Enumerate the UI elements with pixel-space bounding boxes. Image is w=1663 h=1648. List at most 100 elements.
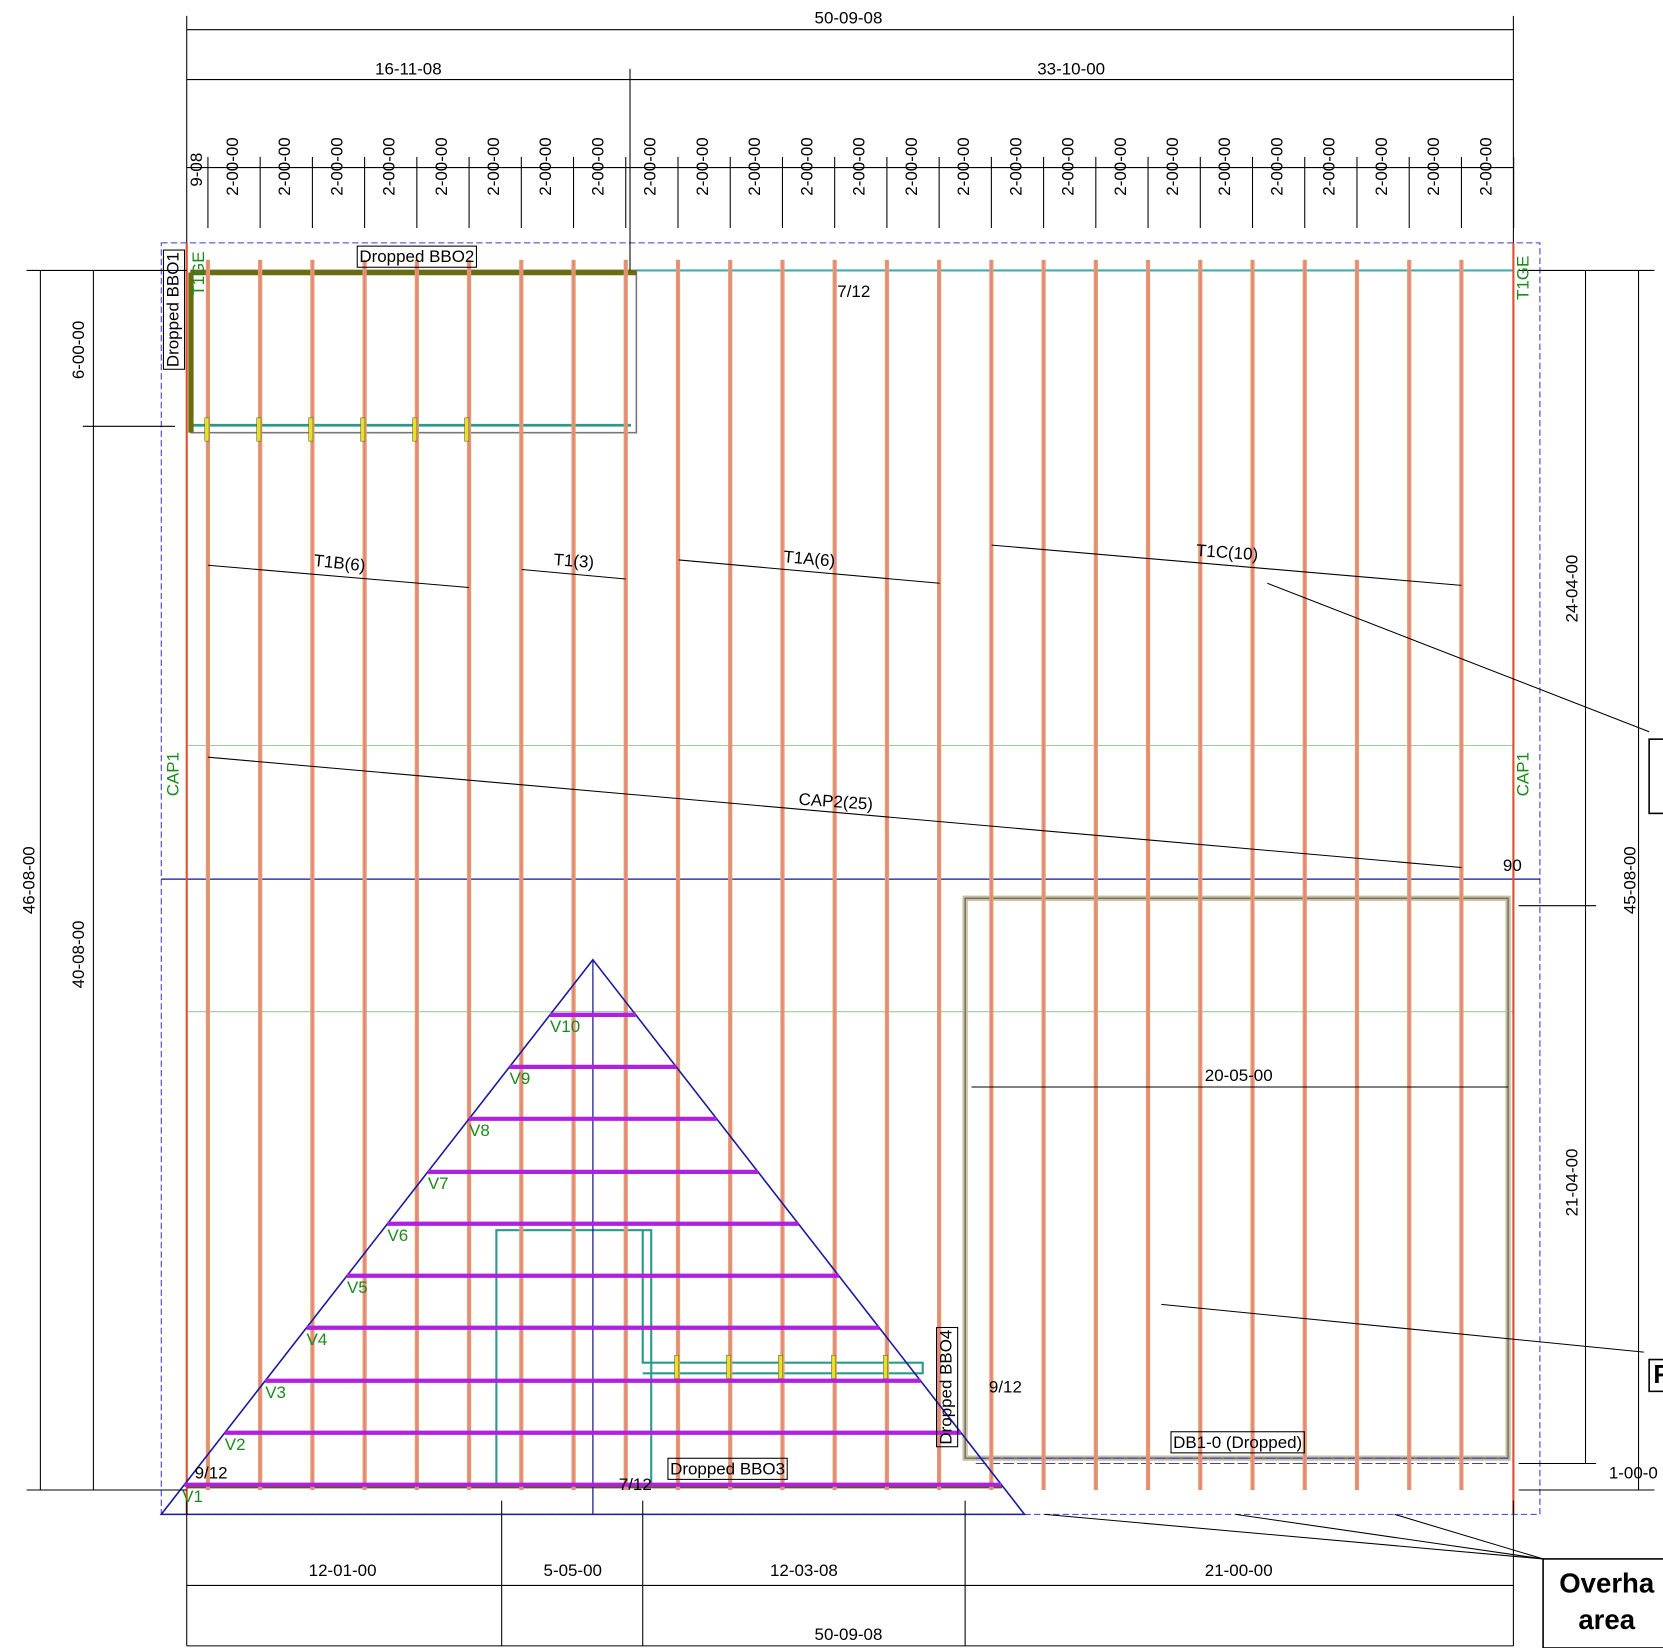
label: CAP1 bbox=[163, 752, 182, 796]
callouts bbox=[207, 544, 1663, 1648]
labels: V1 V2 V3 V4 V5 V6 V7 V8 V9 V10 50-09-08 16-11-08 33-… bbox=[19, 9, 1663, 1644]
dimension-text: 6-00-00 bbox=[69, 321, 88, 379]
label: Dropped BBO3 bbox=[670, 1459, 785, 1478]
room-wall bbox=[964, 897, 1509, 1459]
dimension-text: 40-08-00 bbox=[69, 921, 88, 989]
dimension-text: 9-08 bbox=[187, 153, 206, 187]
dimension-text: 2-00-00 bbox=[432, 137, 451, 195]
dimension-text: 1-00-0 bbox=[1609, 1464, 1658, 1483]
dimension-text: 2-00-00 bbox=[693, 137, 712, 195]
dimension-text: 2-00-00 bbox=[1215, 137, 1234, 195]
trusses bbox=[204, 259, 1464, 1490]
dimension-text: 16-11-08 bbox=[375, 59, 442, 78]
valley-label: V10 bbox=[550, 1017, 580, 1036]
dimension-text: 50-09-08 bbox=[815, 1625, 883, 1644]
hanger bbox=[726, 1355, 732, 1379]
dropped-area bbox=[190, 269, 638, 434]
label: 9/12 bbox=[195, 1464, 228, 1483]
dimension-text: 2-00-00 bbox=[1476, 137, 1495, 195]
dimension-text: 2-00-00 bbox=[484, 137, 503, 195]
label: 7/12 bbox=[619, 1475, 652, 1494]
hanger bbox=[464, 417, 470, 442]
dimension-text: 5-05-00 bbox=[544, 1561, 602, 1580]
dimension-text: 2-00-00 bbox=[1059, 137, 1078, 195]
hanger bbox=[308, 417, 314, 442]
dimension-text: 2-00-00 bbox=[902, 137, 921, 195]
hanger bbox=[360, 417, 366, 442]
label: 9/12 bbox=[989, 1378, 1022, 1397]
label-box bbox=[1170, 1431, 1305, 1454]
valley-label: V9 bbox=[510, 1069, 531, 1088]
label: Dropped BBO2 bbox=[359, 247, 474, 266]
valley-label: V8 bbox=[469, 1121, 490, 1140]
dimension-text: 2-00-00 bbox=[223, 137, 242, 195]
label: 7/12 bbox=[837, 282, 870, 301]
dimension-text: 21-00-00 bbox=[1205, 1561, 1273, 1580]
valley-label: V5 bbox=[347, 1278, 368, 1297]
dimension-text: 2-00-00 bbox=[641, 137, 660, 195]
valley-label: V6 bbox=[387, 1226, 408, 1245]
hanger bbox=[883, 1355, 888, 1379]
dimension-text: 12-03-08 bbox=[770, 1561, 838, 1580]
truss-label: T1C(10) bbox=[1195, 541, 1258, 564]
label: CAP1 bbox=[1513, 752, 1532, 796]
label-box bbox=[162, 249, 186, 370]
dimension-text: 2-00-00 bbox=[275, 137, 294, 195]
callout-text: area bbox=[1578, 1604, 1635, 1635]
dimension-text: 2-00-00 bbox=[1163, 137, 1182, 195]
label-box bbox=[936, 1326, 959, 1448]
dimension-text: 2-00-00 bbox=[1006, 137, 1025, 195]
hanger bbox=[256, 417, 262, 442]
dimension-text: 21-04-00 bbox=[1562, 1149, 1581, 1217]
dimension-lines bbox=[26, 15, 1655, 1647]
dimension-text: 2-00-00 bbox=[1424, 137, 1443, 195]
label-box bbox=[356, 245, 477, 268]
dimension-text: 2-00-00 bbox=[1111, 137, 1130, 195]
dimension-text: 24-04-00 bbox=[1562, 555, 1581, 623]
label: T1GE bbox=[1513, 256, 1532, 300]
dimension-text: 33-10-00 bbox=[1037, 59, 1105, 78]
callout-text: F bbox=[1653, 1361, 1663, 1389]
callout-text: Overha bbox=[1559, 1568, 1655, 1599]
truss-label: T1A(6) bbox=[783, 547, 836, 570]
label-box bbox=[667, 1457, 788, 1480]
dimension-text: 20-05-00 bbox=[1205, 1066, 1273, 1085]
dimension-text: 12-01-00 bbox=[309, 1561, 377, 1580]
dimension-text: 46-08-00 bbox=[19, 846, 38, 914]
dimension-text: 2-00-00 bbox=[536, 137, 555, 195]
wall bbox=[641, 1230, 924, 1375]
valley-label: V4 bbox=[307, 1330, 328, 1349]
dimension-text: 45-08-00 bbox=[1621, 846, 1640, 914]
valley-label: V3 bbox=[265, 1383, 286, 1402]
label: T1GE bbox=[189, 251, 208, 295]
hanger bbox=[412, 417, 418, 442]
label: DB1-0 (Dropped) bbox=[1173, 1433, 1302, 1452]
valley-label: V7 bbox=[428, 1174, 449, 1193]
dimension-text: 2-00-00 bbox=[797, 137, 816, 195]
dimension-text: 2-00-00 bbox=[327, 137, 346, 195]
hanger bbox=[204, 417, 210, 442]
dimension-text: 2-00-00 bbox=[850, 137, 869, 195]
dimension-text: 2-00-00 bbox=[1372, 137, 1391, 195]
truss-label: T1(3) bbox=[553, 550, 595, 572]
dimension-text: 2-00-00 bbox=[588, 137, 607, 195]
hanger bbox=[778, 1355, 783, 1379]
dimension-text: 2-00-00 bbox=[380, 137, 399, 195]
dimension-text: 50-09-08 bbox=[815, 9, 883, 28]
room-wall bbox=[962, 895, 1511, 1461]
dimension-text: 2-00-00 bbox=[954, 137, 973, 195]
label: Dropped BBO4 bbox=[937, 1330, 956, 1445]
valley-sets bbox=[184, 1012, 1002, 1487]
label: Dropped BBO1 bbox=[163, 252, 182, 367]
dimension-text: 2-00-00 bbox=[1267, 137, 1286, 195]
valley-label: V1 bbox=[182, 1487, 203, 1506]
truss-label: T1B(6) bbox=[313, 551, 367, 575]
label: 90 bbox=[1503, 856, 1522, 875]
hanger bbox=[674, 1355, 680, 1379]
valley-label: V2 bbox=[225, 1435, 246, 1454]
hanger bbox=[831, 1355, 837, 1379]
dimension-text: 2-00-00 bbox=[1320, 137, 1339, 195]
dimension-text: 2-00-00 bbox=[745, 137, 764, 195]
